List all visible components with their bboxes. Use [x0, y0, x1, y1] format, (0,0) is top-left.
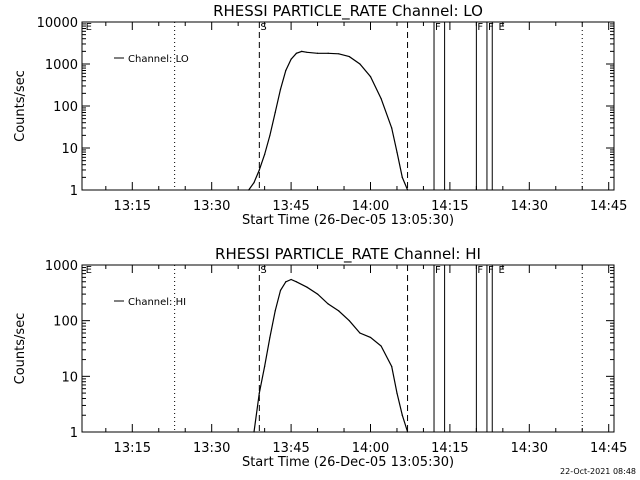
data-point	[401, 176, 403, 178]
data-point	[264, 153, 266, 156]
data-point	[279, 289, 282, 291]
data-point	[380, 98, 382, 100]
data-point	[359, 332, 361, 334]
y-tick-label: 10000	[37, 16, 78, 31]
data-point	[301, 50, 303, 52]
plot-frame	[81, 264, 615, 433]
x-tick-label: 14:30	[511, 441, 548, 456]
data-point	[396, 151, 398, 153]
event-marker-label: E	[499, 265, 505, 276]
data-point	[285, 69, 287, 72]
panel-hi: RHESSI PARTICLE_RATE Channel: HI 1 10 100 10…	[13, 245, 627, 470]
data-point	[258, 169, 260, 171]
event-marker-label: E	[86, 22, 92, 33]
x-axis-label: Start Time (26-Dec-05 13:05:30)	[242, 455, 454, 470]
y-tick-label: 10	[61, 370, 78, 385]
data-point	[306, 286, 308, 288]
data-point	[258, 392, 260, 394]
x-tick-label: 14:45	[590, 199, 627, 214]
data-point	[401, 414, 403, 416]
x-tick-label: 13:45	[272, 199, 309, 214]
x-tick-label: 13:30	[193, 441, 230, 456]
data-point	[269, 336, 271, 339]
event-marker-label: S	[260, 265, 266, 276]
event-marker-label: S	[260, 22, 266, 33]
event-marker-label: F	[435, 265, 441, 276]
y-tick-label: 100	[53, 100, 78, 115]
data-point	[269, 134, 271, 136]
data-point	[327, 303, 329, 305]
data-point	[316, 52, 319, 54]
data-point	[338, 53, 340, 55]
series-line	[253, 278, 409, 433]
x-tick-label: 14:30	[511, 199, 548, 214]
x-tick-label: 13:45	[272, 441, 309, 456]
data-point	[290, 278, 292, 281]
plot-frame	[81, 21, 615, 191]
data-point	[285, 281, 287, 283]
data-point	[380, 345, 382, 347]
x-tick-label: 14:45	[590, 441, 627, 456]
y-tick-label: 100	[53, 315, 78, 330]
x-tick-label: 13:15	[114, 441, 151, 456]
event-marker-label: F	[435, 22, 441, 33]
data-point	[316, 293, 319, 295]
chart-title: RHESSI PARTICLE_RATE Channel: HI	[215, 245, 481, 264]
y-tick-label: 1000	[45, 58, 78, 73]
data-point	[279, 88, 282, 90]
data-point	[396, 392, 398, 394]
x-tick-label: 14:15	[431, 441, 468, 456]
data-point	[264, 365, 266, 368]
data-point	[290, 58, 292, 60]
data-point	[253, 431, 255, 433]
data-point	[295, 52, 297, 54]
data-point	[369, 336, 372, 339]
legend-entry: Channel: HI	[128, 297, 186, 308]
event-marker-label: F	[488, 22, 494, 33]
data-point	[274, 310, 276, 312]
y-axis-label: Counts/sec	[13, 313, 28, 385]
data-point	[348, 320, 350, 322]
event-marker-label: F	[477, 22, 483, 33]
y-tick-label: 1	[70, 184, 78, 199]
data-point	[391, 365, 393, 368]
data-point	[295, 281, 297, 283]
data-point	[338, 310, 340, 312]
data-point	[253, 182, 255, 184]
data-point	[406, 189, 409, 191]
y-axis-label: Counts/sec	[13, 70, 28, 142]
y-tick-label: 10	[61, 142, 78, 157]
panel-lo: RHESSI PARTICLE_RATE Channel: LO 1 10 100 10…	[13, 2, 627, 228]
event-marker-label: F	[488, 265, 494, 276]
data-point	[391, 127, 393, 129]
x-axis-label: Start Time (26-Dec-05 13:05:30)	[242, 213, 454, 228]
legend-entry: Channel: LO	[128, 54, 189, 65]
data-point	[274, 111, 276, 114]
y-tick-label: 1000	[45, 259, 78, 274]
x-tick-label: 14:15	[431, 199, 468, 214]
x-tick-label: 14:00	[352, 199, 389, 214]
data-point	[306, 51, 308, 53]
x-tick-label: 14:00	[352, 441, 389, 456]
event-marker-label: E	[499, 22, 505, 33]
timestamp-label: 22-Oct-2021 08:48	[560, 467, 636, 476]
data-point	[348, 56, 350, 58]
data-point	[359, 63, 361, 65]
data-point	[327, 52, 329, 54]
data-point	[369, 76, 372, 78]
data-point	[248, 189, 250, 191]
x-tick-label: 13:30	[193, 199, 230, 214]
event-marker-label: F	[477, 265, 483, 276]
series-line	[248, 50, 409, 191]
x-tick-label: 13:15	[114, 199, 151, 214]
y-tick-label: 1	[70, 426, 78, 441]
event-marker-label: E	[86, 265, 92, 276]
data-point	[406, 431, 409, 433]
chart-title: RHESSI PARTICLE_RATE Channel: LO	[213, 2, 483, 21]
